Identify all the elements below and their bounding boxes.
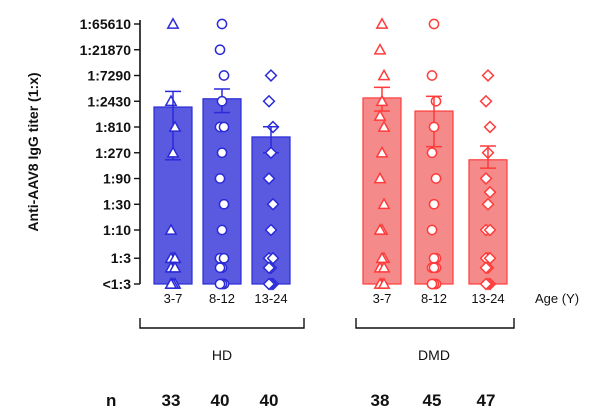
- n-value: 47: [477, 391, 496, 410]
- data-point-triangle: [375, 146, 389, 158]
- category-label: 13-24: [471, 291, 504, 306]
- y-tick-label: 1:2430: [87, 93, 131, 109]
- data-point-diamond: [266, 120, 280, 134]
- data-point-triangle: [377, 120, 391, 132]
- data-point-circle: [218, 252, 230, 264]
- data-point-diamond: [266, 197, 280, 211]
- y-tick-label: 1:30: [103, 196, 131, 212]
- data-point-circle: [216, 147, 228, 159]
- data-point-circle: [216, 224, 228, 236]
- data-point-triangle: [373, 109, 387, 121]
- n-value: 38: [371, 391, 390, 410]
- data-point-circle: [426, 224, 438, 236]
- y-tick-label: 1:810: [95, 119, 131, 135]
- group-bracket-DMD: [355, 318, 515, 329]
- data-point-circle: [218, 70, 230, 81]
- data-point-diamond: [479, 277, 493, 291]
- n-value: 33: [162, 391, 181, 410]
- data-point-diamond: [262, 277, 276, 291]
- category-label: 8-12: [209, 291, 235, 306]
- data-point-circle: [218, 121, 230, 133]
- y-tick-label: 1:21870: [80, 42, 132, 58]
- n-row-label: n: [106, 391, 116, 410]
- data-point-circle: [426, 70, 438, 81]
- y-tick-label: 1:10: [103, 222, 131, 238]
- data-point-circle: [426, 278, 438, 290]
- data-point-circle: [430, 95, 442, 107]
- y-tick-label: 1:65610: [80, 16, 132, 32]
- group-label: HD: [212, 347, 232, 363]
- y-tick-label: 1:90: [103, 171, 131, 187]
- data-point-circle: [428, 121, 440, 133]
- data-point-circle: [214, 44, 226, 56]
- n-value: 40: [211, 391, 230, 410]
- data-point-triangle: [377, 68, 391, 81]
- data-point-diamond: [479, 172, 493, 185]
- data-point-triangle: [375, 251, 389, 264]
- data-point-circle: [214, 278, 226, 290]
- y-tick-label: <1:3: [103, 276, 132, 292]
- data-point-diamond: [264, 146, 278, 160]
- data-point-triangle: [166, 146, 180, 158]
- data-point-diamond: [483, 185, 497, 199]
- data-point-triangle: [164, 277, 178, 289]
- data-point-circle: [214, 173, 226, 184]
- data-point-diamond: [481, 146, 495, 160]
- data-point-circle: [428, 262, 440, 274]
- data-point-triangle: [164, 223, 178, 235]
- group-bracket-HD: [139, 318, 305, 329]
- category-label: 13-24: [254, 291, 287, 306]
- data-point-triangle: [168, 261, 182, 273]
- data-point-triangle: [375, 94, 389, 107]
- category-label: 3-7: [164, 291, 183, 306]
- y-tick-label: 1:3: [111, 250, 131, 266]
- data-point-diamond: [483, 223, 497, 237]
- data-point-diamond: [479, 94, 493, 108]
- data-point-circle: [214, 262, 226, 274]
- data-point-diamond: [262, 261, 276, 275]
- data-point-diamond: [264, 223, 278, 237]
- y-tick-label: 1:7290: [87, 68, 131, 84]
- data-point-circle: [428, 198, 440, 210]
- data-point-diamond: [483, 120, 497, 134]
- group-label: DMD: [418, 347, 450, 363]
- data-point-triangle: [375, 17, 389, 29]
- data-point-triangle: [373, 43, 387, 55]
- data-point-triangle: [377, 197, 391, 210]
- data-point-circle: [218, 198, 230, 210]
- data-point-triangle: [373, 223, 387, 235]
- category-label: 8-12: [421, 291, 447, 306]
- data-point-triangle: [166, 17, 180, 29]
- data-point-triangle: [377, 277, 391, 289]
- category-label: 3-7: [373, 291, 392, 306]
- data-point-diamond: [479, 261, 493, 275]
- data-point-diamond: [262, 172, 276, 185]
- data-point-circle: [216, 18, 228, 30]
- n-value: 40: [260, 391, 279, 410]
- data-point-triangle: [373, 171, 387, 184]
- data-point-circle: [426, 147, 438, 159]
- data-point-circle: [428, 18, 440, 30]
- data-point-circle: [428, 252, 440, 264]
- n-value: 45: [423, 391, 442, 410]
- data-point-triangle: [168, 120, 182, 132]
- y-tick-label: 1:270: [95, 145, 131, 161]
- data-point-diamond: [481, 69, 495, 82]
- data-point-diamond: [481, 197, 495, 211]
- data-point-diamond: [264, 69, 278, 82]
- data-point-diamond: [262, 94, 276, 108]
- data-point-triangle: [377, 261, 391, 273]
- data-point-circle: [430, 173, 442, 184]
- y-axis-label: Anti-AAV8 IgG titer (1:x): [25, 72, 41, 231]
- data-point-triangle: [164, 94, 178, 107]
- data-point-circle: [216, 95, 228, 107]
- x-axis-label: Age (Y): [535, 291, 579, 306]
